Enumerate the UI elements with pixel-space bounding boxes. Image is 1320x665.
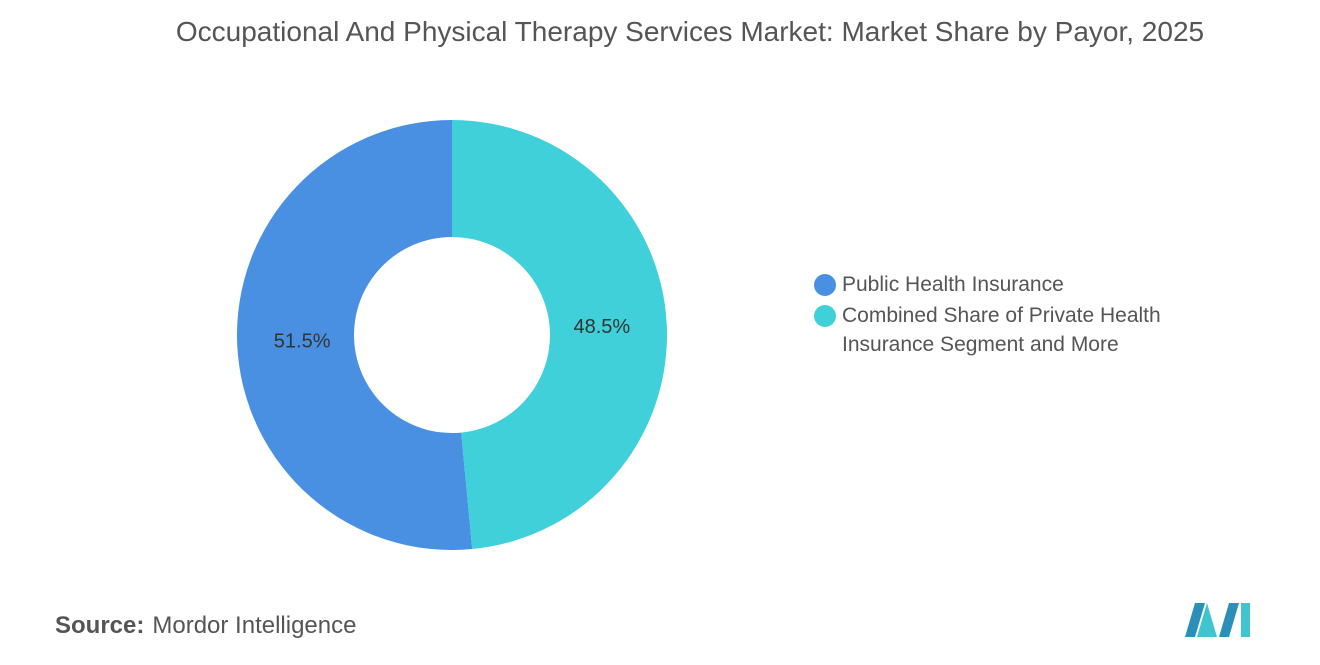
- pie-slice: [237, 120, 473, 550]
- chart-title: Occupational And Physical Therapy Servic…: [175, 16, 1205, 47]
- legend-swatch: [814, 274, 836, 296]
- pie-slice: [452, 120, 668, 550]
- data-label: 51.5%: [274, 330, 331, 352]
- source-label: Source:: [55, 612, 145, 639]
- legend-item: Public Health Insurance: [812, 270, 1202, 299]
- legend: Public Health Insurance Combined Share of…: [812, 270, 1202, 361]
- data-label: 48.5%: [573, 316, 630, 338]
- logo: [1185, 603, 1250, 637]
- source: Source: Mordor Intelligence: [55, 612, 356, 640]
- legend-swatch: [814, 305, 836, 327]
- legend-item: Combined Share of Private Health Insuran…: [812, 301, 1202, 359]
- legend-label: Combined Share of Private Health Insuran…: [842, 304, 1161, 356]
- legend-label: Public Health Insurance: [842, 273, 1064, 296]
- source-text: Mordor Intelligence: [152, 612, 357, 639]
